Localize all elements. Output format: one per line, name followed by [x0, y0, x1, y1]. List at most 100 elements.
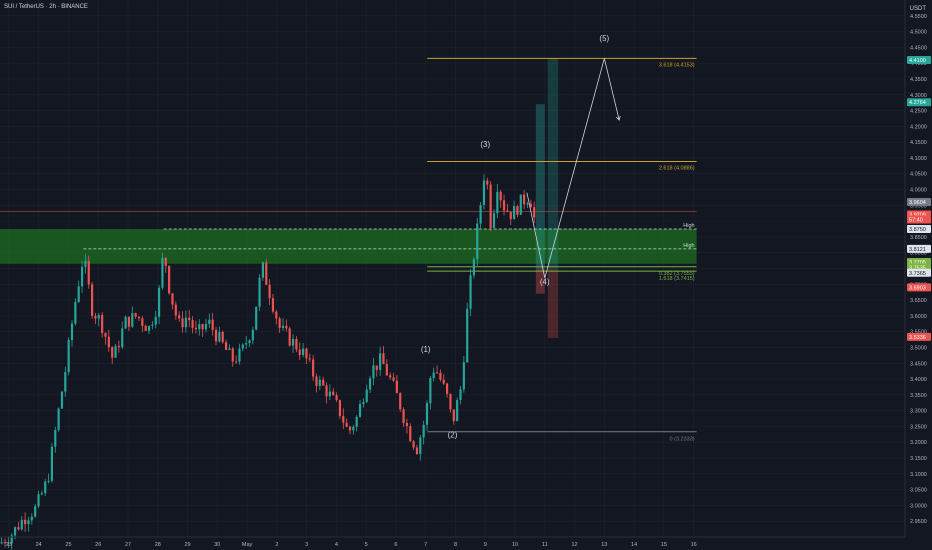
candle-body [161, 257, 164, 288]
time-tick-label: 13 [601, 542, 607, 548]
wave-label: (4) [540, 277, 550, 286]
candle-body [533, 207, 536, 218]
wave-projection-line [526, 58, 620, 279]
price-tick-label: 4.2000 [910, 124, 927, 130]
candle-body [248, 340, 251, 344]
candle-body [60, 391, 64, 409]
high-label: High [683, 223, 694, 229]
candle-body [17, 527, 20, 530]
candle-body [10, 535, 13, 544]
price-tick-label: 4.2500 [910, 109, 927, 115]
candle-body [298, 349, 301, 356]
candle-body [30, 516, 33, 521]
price-tag [907, 268, 931, 277]
candle-body [449, 393, 452, 410]
time-tick-label: 15 [661, 542, 667, 548]
candle-body [107, 336, 110, 348]
candle-body [466, 308, 469, 363]
candle-body [34, 506, 37, 517]
candle-body [228, 348, 231, 350]
candle-body [405, 422, 409, 427]
time-tick-label: 5 [365, 542, 368, 548]
candle-body [459, 389, 462, 400]
candle-body [342, 416, 345, 423]
candle-body [422, 424, 425, 438]
symbol-title: SUI / TetherUS · 2h · BINANCE [4, 4, 88, 10]
candle-body [201, 324, 204, 330]
price-tag [907, 244, 931, 253]
price-tick-label: 4.5000 [910, 30, 927, 36]
candle-body [67, 340, 70, 373]
candle-body [188, 317, 191, 321]
price-tag [907, 98, 931, 107]
candle-body [235, 361, 238, 363]
candle-body [0, 542, 3, 544]
candle-body [258, 277, 261, 307]
candle-body [37, 494, 40, 507]
candle-body [104, 332, 107, 337]
candle-body [278, 318, 281, 328]
candle-body [124, 316, 127, 329]
price-tag-label: 3.9209 [909, 213, 926, 219]
candle-body [499, 191, 502, 201]
candle-body [409, 426, 412, 442]
time-tick-label: 3 [305, 542, 308, 548]
candle-body [265, 262, 268, 285]
price-tick-label: 4.4500 [910, 45, 927, 51]
candle-body [446, 383, 449, 394]
price-tag [907, 56, 931, 65]
candle-body [332, 391, 335, 396]
price-tick-label: 3.0000 [910, 503, 927, 509]
candle-body [174, 304, 177, 316]
fib-level-label: 2.618 (4.0886) [659, 166, 695, 172]
price-tick-label: 3.5500 [910, 330, 927, 336]
candle-body [178, 315, 181, 319]
candle-body [412, 441, 415, 448]
candle-body [281, 325, 285, 328]
time-tick-label: 8 [454, 542, 457, 548]
candle-body [425, 403, 429, 425]
time-tick-label: 6 [394, 542, 397, 548]
price-tick-label: 3.4000 [910, 377, 927, 383]
fib-level-label: 0.382 (3.7555) [659, 271, 695, 277]
candle-body [392, 377, 395, 381]
price-tick-label: 3.9500 [910, 203, 927, 209]
price-tick-label: 4.1000 [910, 156, 927, 162]
price-tag [907, 198, 931, 207]
price-tag-label: 4.2764 [909, 100, 926, 106]
candle-body [77, 286, 80, 302]
candle-body [462, 362, 465, 390]
candle-body [519, 194, 522, 215]
position-box [535, 104, 545, 269]
time-tick-label: 26 [95, 542, 101, 548]
candle-body [147, 326, 151, 331]
candle-body [141, 318, 144, 326]
wave-label: (2) [448, 430, 458, 439]
candle-body [97, 315, 100, 319]
candle-body [91, 284, 94, 316]
candle-body [57, 408, 60, 430]
fib-level-label: 0 (3.2333) [670, 437, 695, 443]
candle-body [308, 358, 311, 360]
candle-body [164, 257, 167, 266]
price-tick-label: 3.8500 [910, 235, 927, 241]
price-tag-label: 57:40 [909, 218, 923, 224]
price-tag-label: 3.7705 [909, 260, 926, 266]
candle-body [221, 331, 224, 343]
candle-body [127, 316, 131, 327]
candle-body [305, 348, 308, 359]
candle-body [3, 542, 7, 544]
candle-body [231, 348, 234, 362]
price-tag [907, 332, 931, 341]
candle-body [415, 447, 419, 455]
time-tick-label: 16 [691, 542, 697, 548]
candle-body [348, 426, 352, 431]
candle-body [496, 191, 499, 214]
candle-body [80, 266, 84, 287]
candle-body [271, 298, 275, 312]
time-tick-label: 29 [184, 542, 190, 548]
candle-body [204, 323, 208, 330]
candle-body [47, 480, 50, 482]
price-tick-label: 3.0500 [910, 488, 927, 494]
